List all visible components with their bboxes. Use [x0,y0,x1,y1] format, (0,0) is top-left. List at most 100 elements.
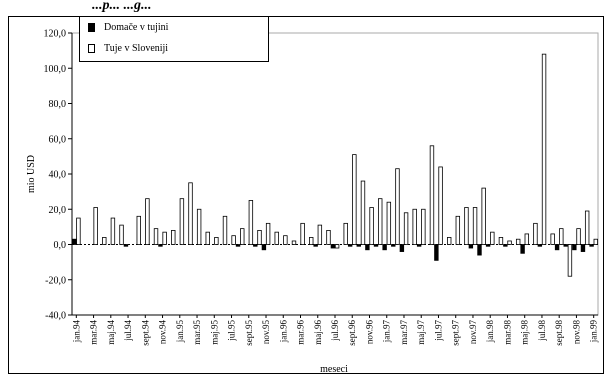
bar-foreign-in-slovenia [507,240,512,245]
bar-domestic-abroad [123,244,129,247]
x-tick-label: jul.94 [123,320,133,342]
x-tick-label: maj.98 [520,320,530,345]
bar-foreign-in-slovenia [248,200,254,245]
bar-foreign-in-slovenia [222,215,228,245]
y-tick-label: 40,0 [49,170,67,181]
bar-foreign-in-slovenia [145,198,150,245]
bar-foreign-in-slovenia [326,229,331,245]
bar-foreign-in-slovenia [395,168,400,245]
bar-foreign-in-slovenia [533,222,538,245]
y-tick-label: 80,0 [49,99,67,110]
y-tick-label: 20,0 [49,205,67,216]
bar-foreign-in-slovenia [412,208,417,245]
x-tick-label: sept.97 [451,320,461,346]
bar-foreign-in-slovenia [136,215,141,245]
bar-foreign-in-slovenia [446,237,452,245]
bar-foreign-in-slovenia [464,207,469,245]
bar-domestic-abroad [554,244,560,251]
bar-foreign-in-slovenia [550,233,555,245]
x-tick-label: nov.98 [571,320,581,345]
bar-domestic-abroad [235,244,241,247]
x-tick-label: sept.94 [140,320,150,346]
x-tick-label: jul.98 [537,320,547,342]
bar-foreign-in-slovenia [300,222,305,245]
bar-foreign-in-slovenia [541,53,547,245]
y-tick-label: -40,0 [45,311,66,322]
y-tick-label: -20,0 [45,275,66,286]
y-tick-label: 100,0 [44,64,67,75]
bar-foreign-in-slovenia [179,198,185,245]
bar-foreign-in-slovenia [403,212,409,245]
bar-domestic-abroad [330,244,336,249]
bar-foreign-in-slovenia [257,229,262,245]
bar-domestic-abroad [253,244,258,247]
x-tick-label: maj.94 [106,320,116,345]
bar-domestic-abroad [434,244,439,261]
bar-foreign-in-slovenia [274,231,279,245]
x-tick-label: mar.94 [89,320,99,345]
bar-foreign-in-slovenia [162,231,167,245]
bar-foreign-in-slovenia [593,238,598,245]
bar-domestic-abroad [313,244,318,247]
bar-foreign-in-slovenia [559,228,564,245]
x-tick-label: maj.96 [313,320,323,345]
bar-domestic-abroad [158,244,163,247]
bar-foreign-in-slovenia [584,210,590,245]
bar-domestic-abroad [399,244,405,252]
x-tick-label: sept.95 [244,320,254,346]
bar-foreign-in-slovenia [369,207,374,245]
x-tick-label: jan.96 [278,320,288,344]
bar-foreign-in-slovenia [153,228,159,245]
bar-domestic-abroad [72,238,77,245]
bar-domestic-abroad [356,244,361,247]
legend-label-domestic-abroad: Domače v tujini [104,22,169,33]
bar-foreign-in-slovenia [102,237,107,245]
bar-foreign-in-slovenia [498,237,504,245]
x-tick-label: mar.95 [192,320,202,345]
bar-foreign-in-slovenia [93,207,98,245]
plot-area-border [71,32,599,316]
bar-foreign-in-slovenia [472,207,478,245]
chart-frame [8,16,604,374]
y-tick-label: 0,0 [54,240,67,251]
x-tick-label: nov.95 [261,320,271,345]
bar-domestic-abroad [563,244,568,247]
x-tick-label: maj.97 [416,320,426,345]
legend-item-foreign-in-slovenia: Tuje v Sloveniji [88,43,168,54]
legend-item-domestic-abroad: Domače v tujini [88,22,168,33]
bar-domestic-abroad [391,244,396,247]
bar-foreign-in-slovenia [421,208,426,245]
bar-foreign-in-slovenia [309,237,314,245]
legend-label-foreign-in-slovenia: Tuje v Sloveniji [104,43,169,54]
bar-domestic-abroad [347,244,353,247]
x-tick-label: mar.96 [296,320,306,345]
bar-foreign-in-slovenia [231,235,236,245]
x-tick-label: mar.97 [399,320,409,345]
x-tick-label: nov.97 [468,320,478,345]
bar-domestic-abroad [485,244,491,247]
bar-domestic-abroad [382,244,387,251]
x-tick-label: mar.98 [502,320,512,345]
legend: Domače v tujini Tuje v Sloveniji [79,16,269,62]
bar-domestic-abroad [416,244,422,247]
x-axis-label: meseci [320,364,348,375]
x-tick-label: jan.99 [589,320,599,344]
bar-foreign-in-slovenia [386,201,392,245]
x-tick-label: jan.97 [382,320,392,344]
bar-foreign-in-slovenia [343,222,348,245]
legend-swatch-foreign-in-slovenia [88,44,95,53]
bar-foreign-in-slovenia [171,229,176,245]
bar-foreign-in-slovenia [567,244,573,277]
bar-foreign-in-slovenia [291,240,297,245]
y-tick-label: 120,0 [44,29,67,40]
bar-foreign-in-slovenia [352,154,357,245]
bar-foreign-in-slovenia [429,145,435,245]
bar-domestic-abroad [261,244,267,251]
bar-domestic-abroad [503,244,508,247]
bar-foreign-in-slovenia [119,224,124,245]
bar-foreign-in-slovenia [265,222,271,245]
x-tick-label: nov.94 [158,320,168,345]
x-tick-label: jan.98 [485,320,495,344]
